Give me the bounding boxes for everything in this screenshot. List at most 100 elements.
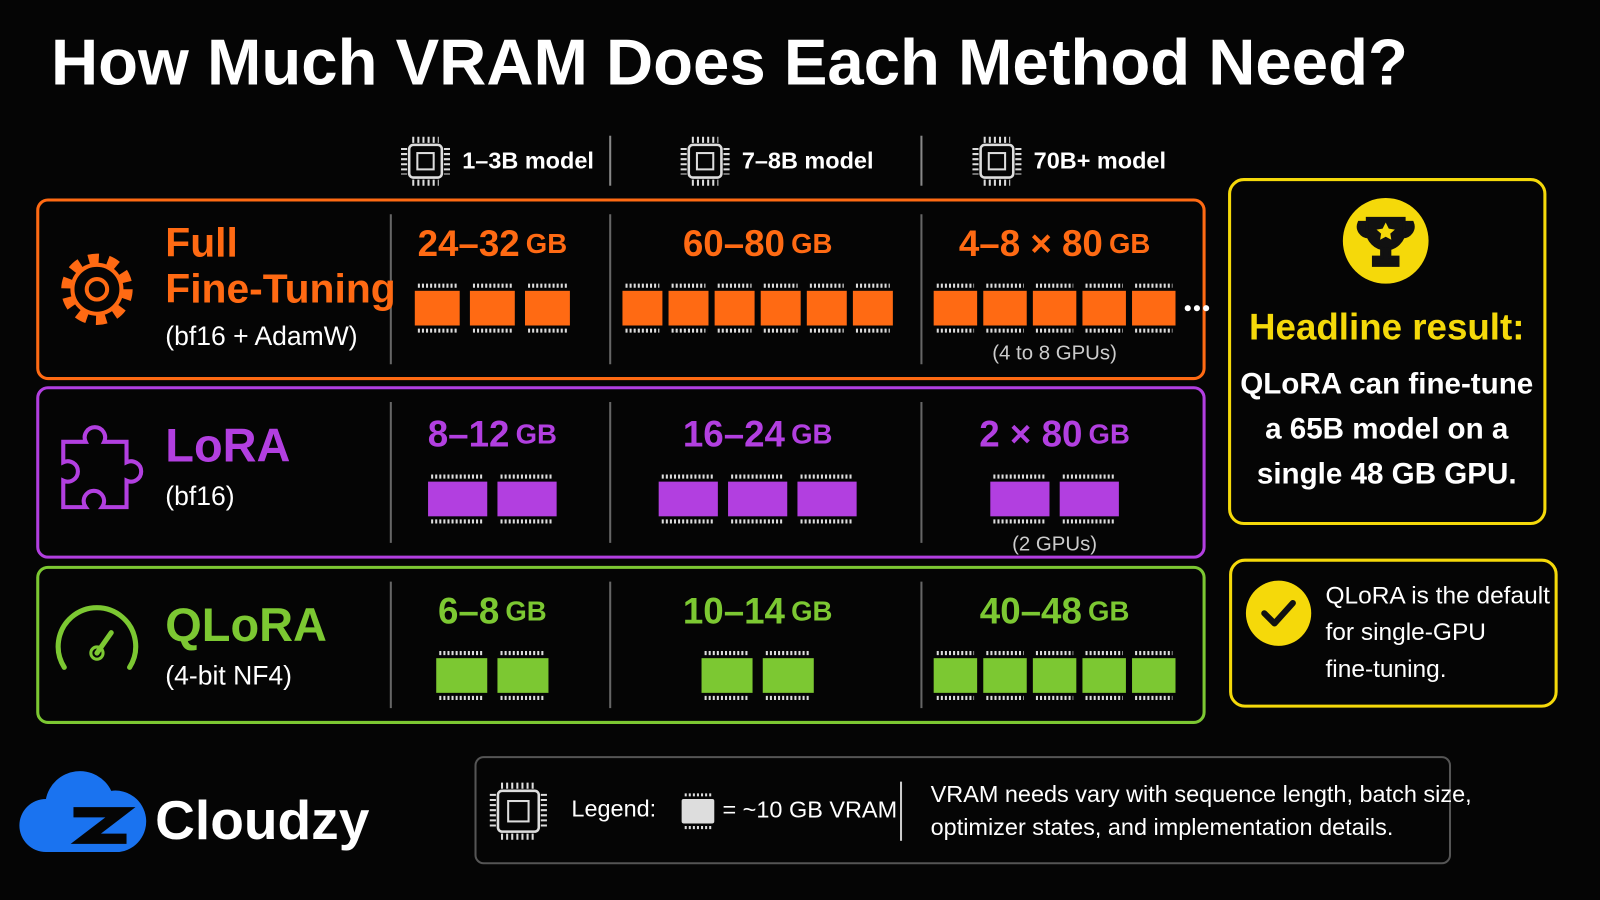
- brand-logo: [19, 771, 147, 853]
- vram-chip: [983, 290, 1027, 326]
- vram-range: 4–8 × 80: [959, 223, 1103, 264]
- trophy-star: [1376, 222, 1395, 240]
- method-name: Full: [165, 220, 238, 266]
- vram-chip: [497, 481, 557, 517]
- vram-value: 24–32 GB: [418, 223, 568, 264]
- vram-range: 8–12: [428, 413, 510, 454]
- headline-line: QLoRA can fine-tune: [1240, 368, 1533, 401]
- chip-icon: [979, 143, 1015, 179]
- vram-chip: [728, 481, 788, 517]
- vram-value: 16–24 GB: [683, 413, 833, 454]
- chip-icon: [687, 143, 723, 179]
- check-glyph: [1261, 600, 1296, 627]
- method-sub: (4-bit NF4): [165, 661, 292, 691]
- method-row: [36, 198, 1206, 381]
- vram-chip: [1132, 290, 1176, 326]
- vram-chip: [983, 658, 1027, 693]
- vram-unit: GB: [526, 228, 567, 259]
- callout-line: for single-GPU: [1326, 619, 1486, 646]
- vram-chip: [933, 290, 978, 326]
- vram-chip: [469, 290, 515, 326]
- vram-value: 6–8 GB: [438, 590, 547, 631]
- vram-chip: [933, 658, 978, 693]
- vram-value: 40–48 GB: [980, 590, 1130, 631]
- vram-chip: [1059, 481, 1119, 517]
- gear-icon: [84, 277, 110, 302]
- method-name: Fine-Tuning: [165, 266, 395, 312]
- gear-icon: [61, 253, 133, 325]
- vram-range: 2 × 80: [979, 413, 1082, 454]
- vram-chip: [414, 290, 460, 326]
- vram-value: 8–12 GB: [428, 413, 557, 454]
- legend-chip: [681, 798, 715, 824]
- legend-box: [474, 756, 1452, 865]
- method-row: [36, 386, 1206, 559]
- vram-range: 10–14: [683, 590, 786, 631]
- column-header: 1–3B model: [462, 147, 594, 173]
- vram-unit: GB: [516, 419, 557, 450]
- vram-chip: [1032, 290, 1077, 326]
- chip-icon: [496, 789, 541, 833]
- vram-unit: GB: [791, 228, 832, 259]
- vram-chip: [658, 481, 718, 517]
- brand-name: Cloudzy: [155, 789, 370, 851]
- check-icon: [1245, 580, 1312, 646]
- callout-line: fine-tuning.: [1326, 656, 1447, 683]
- vram-chip: [668, 290, 709, 326]
- vram-unit: GB: [1109, 228, 1150, 259]
- title: How Much VRAM Does Each Method Need?: [51, 26, 1408, 99]
- vram-chip: [806, 290, 847, 326]
- chip-icon: [407, 143, 444, 179]
- chip-icon-core: [416, 152, 435, 171]
- chip-icon-core: [695, 152, 715, 171]
- gear-icon: [70, 262, 124, 316]
- vram-chip: [525, 290, 570, 326]
- legend-note: optimizer states, and implementation det…: [931, 814, 1394, 840]
- vram-chip: [1132, 658, 1176, 693]
- vram-chip: [990, 481, 1050, 517]
- vram-value: 60–80 GB: [683, 223, 833, 264]
- table: 1–3B model 7–8B model 70B+ model FullFine-T…: [36, 135, 1210, 840]
- headline-line: a 65B model on a: [1265, 412, 1509, 445]
- gauge-hub: [89, 645, 105, 661]
- method-name: LoRA: [165, 419, 290, 471]
- method-sub: (bf16 + AdamW): [165, 321, 357, 351]
- column-header: 70B+ model: [1034, 147, 1166, 173]
- vram-unit: GB: [505, 596, 546, 627]
- gauge-needle: [94, 630, 114, 656]
- headline-panel: [1228, 178, 1547, 525]
- vram-chip: [762, 658, 814, 693]
- vram-range: 24–32: [418, 223, 520, 264]
- vram-range: 6–8: [438, 590, 499, 631]
- vram-chip: [622, 290, 663, 326]
- callout-line: QLoRA is the default: [1326, 582, 1551, 609]
- vram-chip: [1082, 658, 1126, 693]
- vram-chip: [797, 481, 857, 517]
- vram-range: 40–48: [980, 590, 1082, 631]
- method-row: [36, 565, 1206, 724]
- headline-line: single 48 GB GPU.: [1257, 457, 1517, 490]
- vram-unit: GB: [791, 419, 832, 450]
- legend-label: Legend:: [571, 795, 656, 821]
- vram-chip: [701, 658, 753, 693]
- puzzle-icon: [61, 425, 144, 510]
- vram-chip: [428, 481, 488, 517]
- legend-note: VRAM needs vary with sequence length, ba…: [931, 781, 1472, 807]
- logo-z: [70, 807, 136, 844]
- chip-icon-core: [987, 152, 1007, 171]
- headline-title: Headline result:: [1249, 306, 1524, 347]
- vram-unit: GB: [1088, 596, 1129, 627]
- more-dots: [1203, 305, 1210, 312]
- more-dots: [1193, 305, 1200, 312]
- gauge-icon: [55, 605, 139, 670]
- vram-unit: GB: [791, 596, 832, 627]
- vram-chip: [760, 290, 801, 326]
- vram-chip: [436, 658, 488, 693]
- method-name: QLoRA: [165, 599, 327, 651]
- vram-chip: [714, 290, 755, 326]
- vram-value: 4–8 × 80 GB: [959, 223, 1150, 264]
- legend-key: = ~10 GB VRAM: [722, 796, 897, 822]
